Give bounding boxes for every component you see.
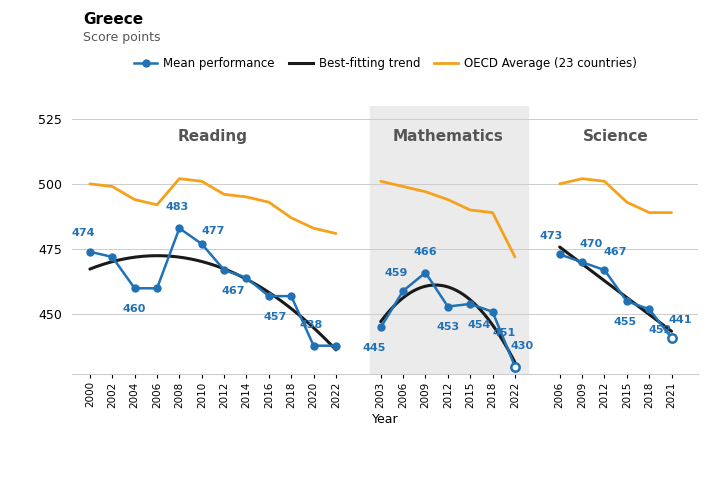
Text: Greece: Greece [83, 12, 143, 27]
Text: 467: 467 [604, 247, 627, 257]
Text: 454: 454 [467, 320, 491, 330]
Text: 466: 466 [414, 247, 437, 257]
Text: 441: 441 [669, 314, 692, 324]
Text: 453: 453 [436, 323, 459, 333]
Text: Science: Science [582, 130, 649, 144]
Text: 430: 430 [510, 341, 534, 351]
Text: 445: 445 [362, 343, 386, 353]
Text: 455: 455 [613, 317, 636, 327]
Text: 460: 460 [123, 304, 146, 314]
Text: 483: 483 [166, 203, 189, 212]
Text: 457: 457 [264, 312, 287, 322]
Legend: Mean performance, Best-fitting trend, OECD Average (23 countries): Mean performance, Best-fitting trend, OE… [129, 52, 642, 75]
Text: 451: 451 [492, 328, 516, 337]
Text: Mathematics: Mathematics [392, 130, 503, 144]
Bar [369, 106, 528, 374]
Text: 459: 459 [384, 268, 408, 277]
Text: 467: 467 [221, 286, 245, 296]
X-axis label: Year: Year [372, 413, 398, 426]
Text: 473: 473 [539, 231, 562, 241]
Text: Reading: Reading [178, 130, 248, 144]
Text: 438: 438 [300, 320, 323, 330]
Text: 452: 452 [649, 325, 672, 335]
Text: 474: 474 [71, 228, 95, 239]
Text: 477: 477 [202, 226, 225, 236]
Text: 470: 470 [580, 239, 603, 249]
Text: Score points: Score points [83, 31, 161, 44]
